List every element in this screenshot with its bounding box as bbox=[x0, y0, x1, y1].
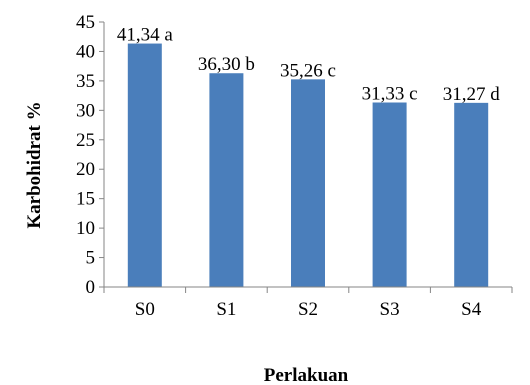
y-tick-label: 15 bbox=[76, 189, 95, 210]
x-tick-label-s4: S4 bbox=[461, 299, 482, 320]
x-tick-label-s0: S0 bbox=[135, 299, 155, 320]
y-tick-label: 35 bbox=[76, 71, 95, 92]
y-tick-label: 25 bbox=[76, 130, 95, 151]
x-tick-label-s2: S2 bbox=[298, 299, 318, 320]
data-labels-group: 41,34 a 36,30 b 35,26 c 31,33 c 31,27 d bbox=[117, 25, 500, 105]
data-label-s3: 31,33 c bbox=[362, 84, 418, 105]
data-label-s2: 35,26 c bbox=[280, 60, 336, 81]
bar-s3 bbox=[372, 102, 407, 287]
bar-s1 bbox=[209, 73, 244, 287]
x-tick-label-s1: S1 bbox=[216, 299, 236, 320]
x-axis-ticks: S0 S1 S2 S3 S4 bbox=[103, 287, 513, 320]
y-tick-label: 10 bbox=[76, 218, 95, 239]
data-label-s4: 31,27 d bbox=[443, 84, 501, 105]
y-tick-label: 40 bbox=[76, 41, 95, 62]
y-tick-label: 5 bbox=[86, 248, 96, 269]
y-tick-label: 45 bbox=[76, 12, 95, 33]
x-tick-label-s3: S3 bbox=[380, 299, 400, 320]
data-label-s0: 41,34 a bbox=[117, 25, 174, 46]
data-label-s1: 36,30 b bbox=[198, 54, 255, 75]
bars-group bbox=[127, 43, 489, 288]
bar-s4 bbox=[454, 102, 489, 287]
y-tick-label: 20 bbox=[76, 159, 95, 180]
y-tick-label: 30 bbox=[76, 100, 95, 121]
bar-s0 bbox=[127, 43, 162, 288]
y-axis-title: Karbohidrat % bbox=[24, 101, 45, 228]
bar-s2 bbox=[291, 79, 325, 287]
y-axis-ticks: 0 5 10 15 20 25 30 35 40 45 bbox=[76, 12, 104, 298]
y-tick-label: 0 bbox=[86, 277, 96, 298]
x-axis-title: Perlakuan bbox=[264, 365, 349, 385]
